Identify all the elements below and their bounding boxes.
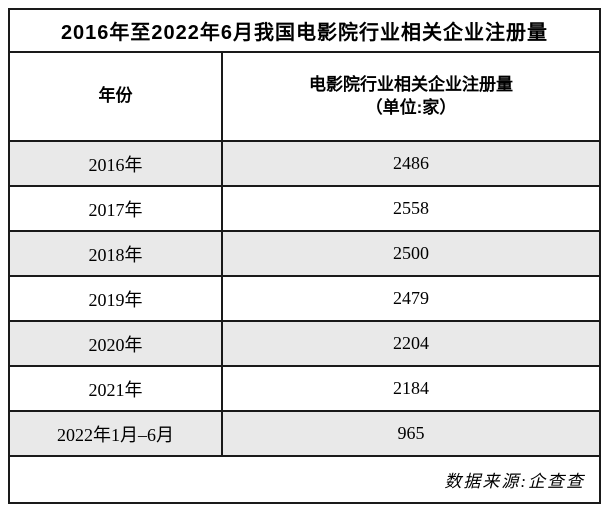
table-row: 2021年 2184 (10, 367, 599, 412)
year-cell: 2018年 (10, 232, 223, 275)
header-value-label-line1: 电影院行业相关企业注册量 (309, 74, 513, 94)
value-cell: 2500 (393, 243, 429, 263)
year-cell: 2022年1月–6月 (10, 412, 223, 455)
table-row: 2022年1月–6月 965 (10, 412, 599, 457)
table-row: 2017年 2558 (10, 187, 599, 232)
value-cell: 2204 (393, 333, 429, 353)
table-row: 2019年 2479 (10, 277, 599, 322)
data-source-note: 数据来源:企查查 (444, 472, 585, 491)
value-cell: 965 (397, 423, 425, 443)
table-row: 2016年 2486 (10, 142, 599, 187)
year-cell: 2017年 (10, 187, 223, 230)
year-cell: 2016年 (10, 142, 223, 185)
value-cell: 2479 (393, 288, 429, 308)
header-value-column: 电影院行业相关企业注册量 （单位:家） (223, 53, 599, 140)
header-value-label-line2: （单位:家） (365, 97, 457, 117)
value-cell: 2558 (393, 198, 429, 218)
value-cell: 2184 (393, 378, 429, 398)
registration-table: 2016年至2022年6月我国电影院行业相关企业注册量 年份 电影院行业相关企业… (8, 8, 601, 504)
table-header: 年份 电影院行业相关企业注册量 （单位:家） (10, 53, 599, 142)
year-cell: 2020年 (10, 322, 223, 365)
value-cell: 2486 (393, 153, 429, 173)
year-cell: 2019年 (10, 277, 223, 320)
year-cell: 2021年 (10, 367, 223, 410)
header-year-column: 年份 (10, 53, 223, 140)
table-title: 2016年至2022年6月我国电影院行业相关企业注册量 (10, 10, 599, 53)
table-row: 2018年 2500 (10, 232, 599, 277)
table-row: 2020年 2204 (10, 322, 599, 367)
header-year-label: 年份 (98, 86, 133, 106)
